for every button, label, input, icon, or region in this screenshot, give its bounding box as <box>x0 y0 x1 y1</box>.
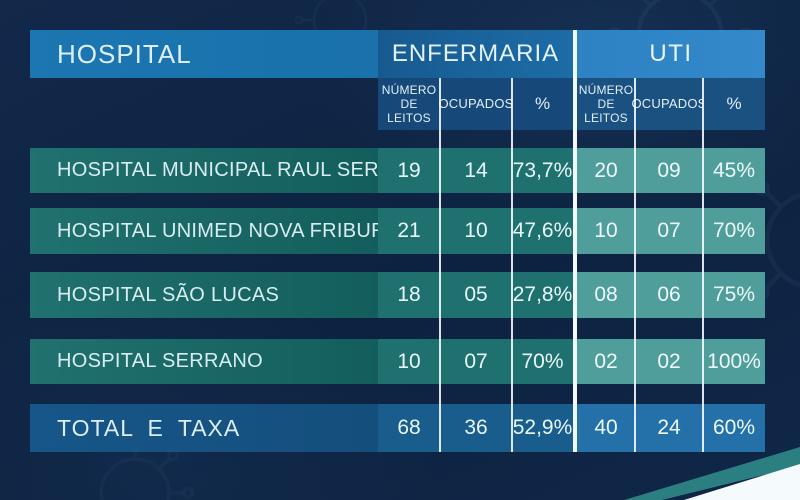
enfermaria-group-header: ENFERMARIA <box>378 30 573 78</box>
hospital-name-cell: HOSPITAL SÃO LUCAS <box>30 272 378 318</box>
enf-ocupados-cell: 10 <box>440 208 512 254</box>
subheader-label: OCUPADOS <box>631 96 707 112</box>
subheader-label: NÚMERO <box>578 82 634 97</box>
uti-percent-cell: 75% <box>703 272 765 318</box>
occupancy-table: HOSPITAL ENFERMARIA UTI NÚMERO DE LEITOS… <box>30 30 765 452</box>
enf-ocupados-header: OCUPADOS <box>438 78 514 130</box>
enf-leitos-cell: 10 <box>378 339 440 384</box>
hospital-column-header: HOSPITAL <box>30 30 378 78</box>
uti-ocupados-cell: 09 <box>635 148 703 193</box>
subheader-label: NÚMERO <box>381 82 437 97</box>
hospital-name-cell: HOSPITAL MUNICIPAL RAUL SERTÃ <box>30 148 404 193</box>
total-enf-ocupados-cell: 36 <box>440 404 512 452</box>
uti-leitos-cell: 02 <box>577 339 635 384</box>
enf-leitos-header: NÚMERO DE LEITOS <box>378 78 440 130</box>
uti-percent-cell: 100% <box>703 339 765 384</box>
uti-percent-cell: 45% <box>703 148 765 193</box>
uti-leitos-cell: 08 <box>577 272 635 318</box>
column-separator-line <box>702 78 704 452</box>
total-uti-leitos-cell: 40 <box>577 404 635 452</box>
uti-leitos-cell: 20 <box>577 148 635 193</box>
enf-percent-cell: 27,8% <box>512 272 573 318</box>
subheader-label: % <box>726 93 742 113</box>
column-separator-line <box>634 78 636 452</box>
enf-percent-header: % <box>512 78 573 130</box>
enf-leitos-cell: 19 <box>378 148 440 193</box>
total-enf-leitos-cell: 68 <box>378 404 440 452</box>
subheader-label: % <box>534 93 551 113</box>
hospital-name-cell: HOSPITAL UNIMED NOVA FRIBURGO <box>30 208 417 254</box>
uti-leitos-header: NÚMERO DE LEITOS <box>577 78 635 130</box>
uti-group-header: UTI <box>577 30 765 78</box>
hospital-name-cell: HOSPITAL SERRANO <box>30 339 378 384</box>
total-uti-percent-cell: 60% <box>703 404 765 452</box>
uti-ocupados-cell: 02 <box>635 339 703 384</box>
enf-ocupados-cell: 14 <box>440 148 512 193</box>
section-divider-line <box>573 30 577 452</box>
uti-percent-header: % <box>703 78 765 130</box>
subheader-label: OCUPADOS <box>438 96 514 112</box>
enf-percent-cell: 47,6% <box>512 208 573 254</box>
uti-ocupados-header: OCUPADOS <box>631 78 706 130</box>
total-uti-ocupados-cell: 24 <box>635 404 703 452</box>
uti-leitos-cell: 10 <box>577 208 635 254</box>
subheader-label: DE LEITOS <box>387 96 431 126</box>
enf-percent-cell: 70% <box>512 339 573 384</box>
table-subheader-row: NÚMERO DE LEITOS OCUPADOS % NÚMERO DE LE… <box>30 78 765 130</box>
enf-ocupados-cell: 05 <box>440 272 512 318</box>
uti-percent-cell: 70% <box>703 208 765 254</box>
subheader-empty-cell <box>30 78 378 130</box>
uti-ocupados-cell: 06 <box>635 272 703 318</box>
uti-ocupados-cell: 07 <box>635 208 703 254</box>
table-header-row: HOSPITAL ENFERMARIA UTI <box>30 30 765 78</box>
enf-leitos-cell: 18 <box>378 272 440 318</box>
table-total-row: TOTAL E TAXA 68 36 52,9% 40 24 60% <box>30 404 765 452</box>
total-enf-percent-cell: 52,9% <box>512 404 573 452</box>
table-row: HOSPITAL SÃO LUCAS 18 05 27,8% 08 06 75% <box>30 272 765 318</box>
table-row: HOSPITAL SERRANO 10 07 70% 02 02 100% <box>30 339 765 384</box>
table-row: HOSPITAL UNIMED NOVA FRIBURGO 21 10 47,6… <box>30 208 765 254</box>
subheader-label: DE LEITOS <box>584 96 628 126</box>
enf-ocupados-cell: 07 <box>440 339 512 384</box>
enf-percent-cell: 73,7% <box>512 148 573 193</box>
column-separator-line <box>511 78 513 452</box>
table-row: HOSPITAL MUNICIPAL RAUL SERTÃ 19 14 73,7… <box>30 148 765 193</box>
enf-leitos-cell: 21 <box>378 208 440 254</box>
column-separator-line <box>439 78 441 452</box>
total-label-cell: TOTAL E TAXA <box>30 404 378 452</box>
